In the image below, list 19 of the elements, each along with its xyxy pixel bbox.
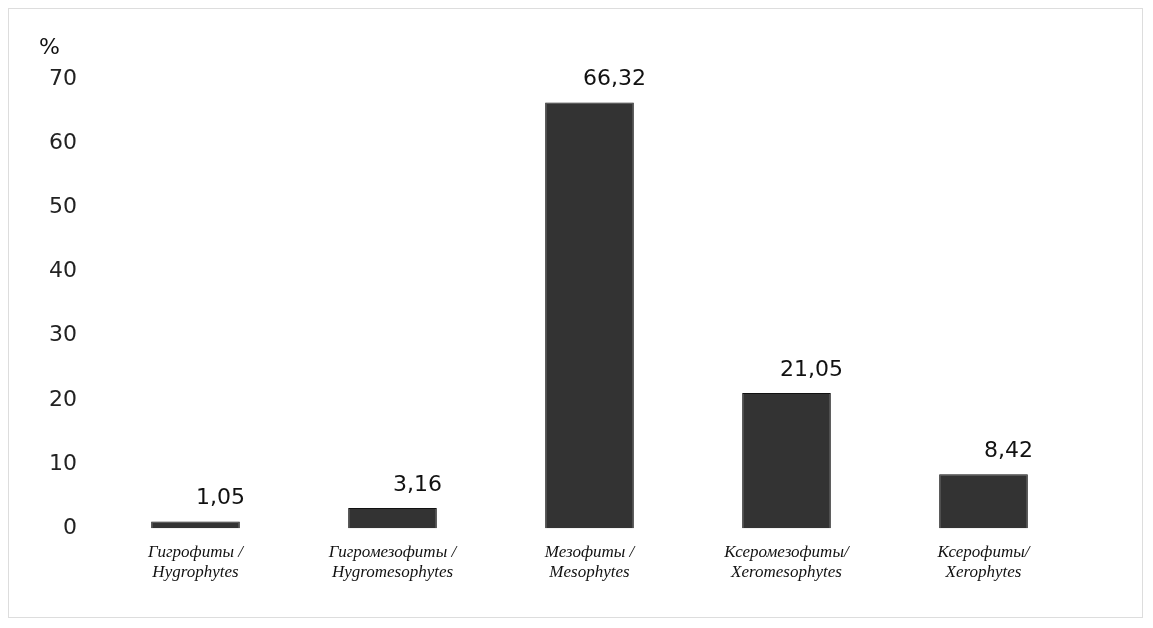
y-tick-label: 10 bbox=[48, 449, 77, 475]
x-tick-label: Ксеромезофиты/ Xeromesophytes bbox=[723, 541, 851, 582]
y-tick-label: 70 bbox=[48, 64, 77, 90]
data-label: 8,42 bbox=[984, 436, 1033, 462]
x-tick-label: Гигрофиты / Hygrophytes bbox=[147, 541, 246, 582]
y-tick-label: 50 bbox=[48, 193, 77, 219]
data-label: 66,32 bbox=[583, 65, 646, 91]
data-label: 3,16 bbox=[393, 470, 442, 496]
x-tick-label: Гигромезофиты / Hygromesophytes bbox=[327, 541, 459, 582]
y-tick-label: 40 bbox=[48, 257, 77, 283]
y-axis-title: % bbox=[39, 33, 60, 59]
data-label: 21,05 bbox=[780, 355, 843, 381]
y-tick-label: 60 bbox=[48, 128, 77, 154]
y-tick-label: 0 bbox=[62, 513, 77, 539]
y-tick-label: 30 bbox=[48, 321, 77, 347]
data-label: 1,05 bbox=[196, 484, 245, 510]
x-tick-label: Ксерофиты/ Xerophytes bbox=[936, 541, 1032, 582]
x-tick-label: Мезофиты / Mesophytes bbox=[543, 541, 637, 582]
y-tick-label: 20 bbox=[48, 385, 77, 411]
